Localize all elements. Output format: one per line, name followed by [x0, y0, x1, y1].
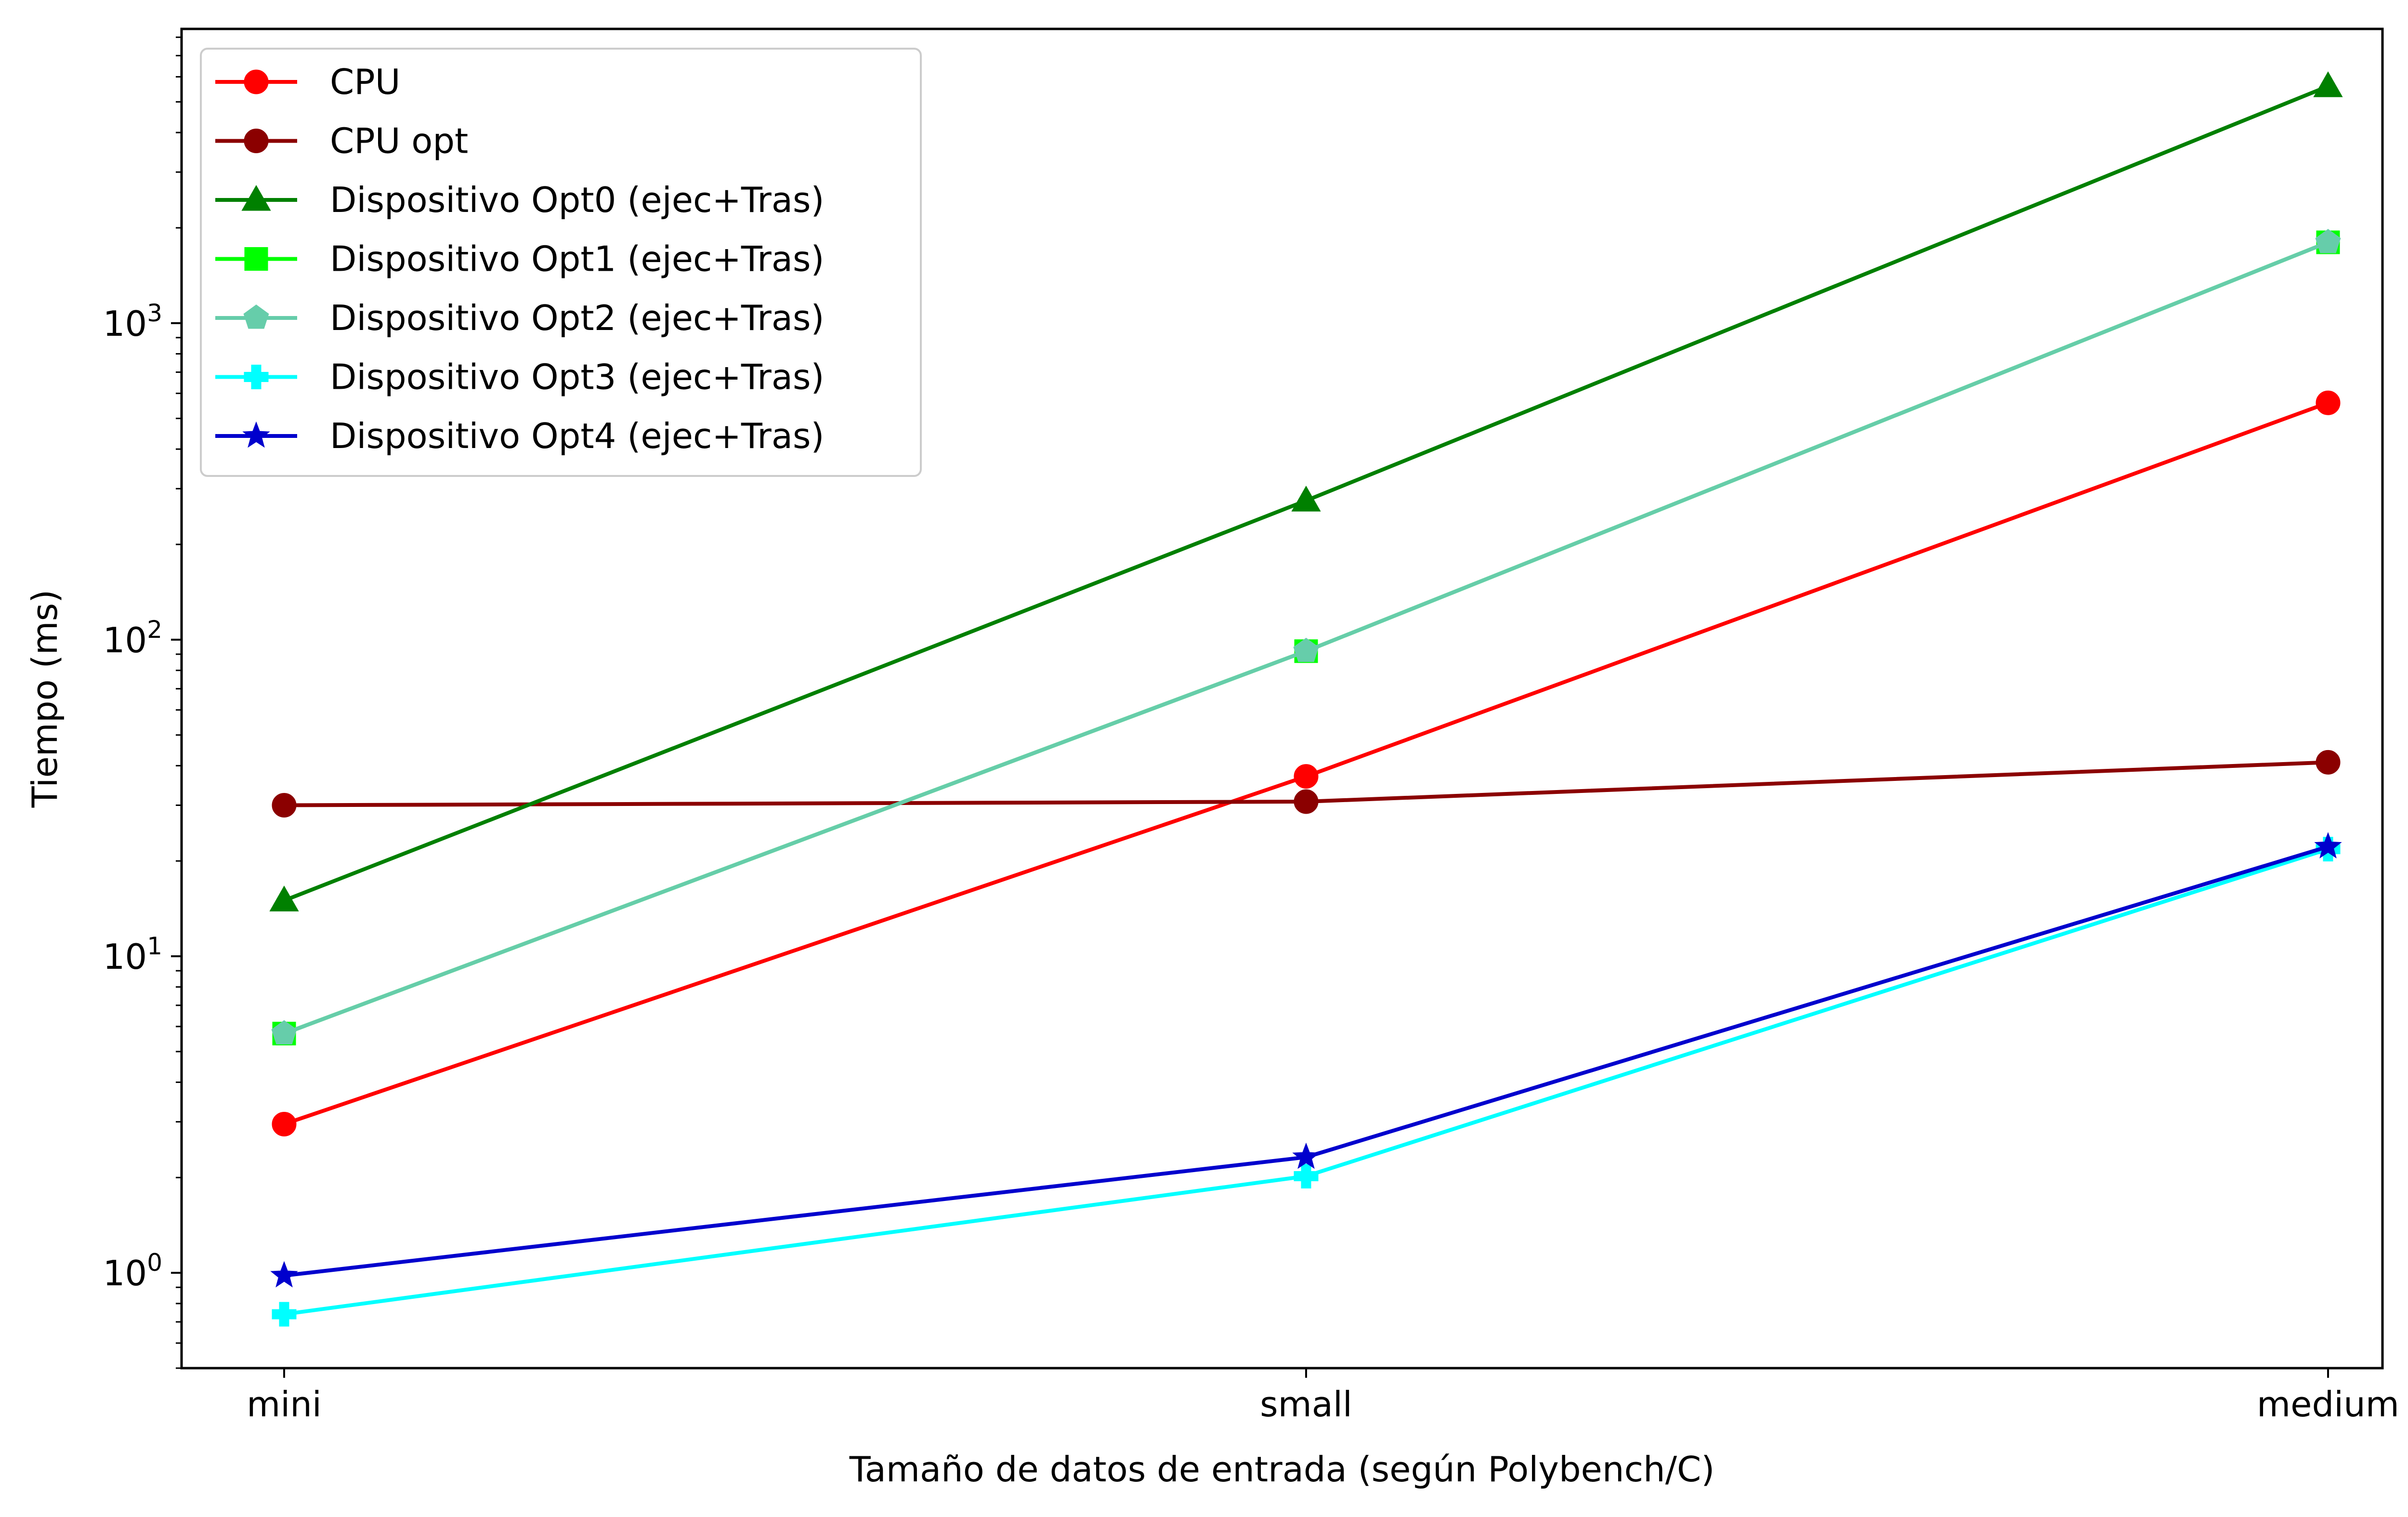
series-5: [271, 229, 2341, 1044]
x-tick-label: small: [1260, 1384, 1352, 1425]
plot-frame: [180, 27, 2384, 1370]
series-1: [272, 390, 2341, 1136]
legend-label: CPU: [330, 62, 400, 102]
legend-label: CPU opt: [330, 121, 468, 161]
y-tick-label: 102: [103, 616, 162, 660]
data-point-marker: [272, 1302, 297, 1327]
data-point-marker: [1294, 1164, 1319, 1188]
series-layer: [269, 71, 2343, 1327]
data-point-marker: [271, 1020, 297, 1044]
data-point-marker: [1294, 789, 1319, 814]
legend-entry: Dispositivo Opt2 (ejec+Tras): [215, 298, 824, 338]
legend-entry: Dispositivo Opt1 (ejec+Tras): [215, 239, 824, 279]
legend-entry: Dispositivo Opt4 (ejec+Tras): [215, 416, 824, 456]
series-7: [270, 832, 2342, 1288]
x-tick-label: mini: [247, 1384, 322, 1425]
legend-marker: [244, 129, 269, 153]
x-tick-label: medium: [2257, 1384, 2399, 1425]
series-2: [272, 750, 2341, 818]
legend-entry: CPU opt: [215, 121, 468, 161]
legend-entry: CPU: [215, 62, 400, 102]
data-point-marker: [269, 885, 299, 911]
legend-box: [200, 48, 922, 477]
data-point-marker: [2314, 832, 2342, 858]
data-point-marker: [272, 793, 297, 818]
y-tick-label: 101: [103, 932, 162, 977]
legend-marker: [242, 421, 270, 448]
legend-entry: Dispositivo Opt3 (ejec+Tras): [215, 357, 824, 397]
data-point-marker: [1293, 637, 1319, 662]
data-point-marker: [270, 1261, 298, 1288]
data-point-marker: [1292, 1142, 1320, 1169]
legend-marker: [241, 185, 271, 211]
x-axis-label: Tamaño de datos de entrada (según Polybe…: [849, 1449, 1715, 1490]
legend: CPU CPU opt Dispositivo Opt0 (ejec+Tras) Di…: [200, 48, 922, 477]
y-axis-label: Tiempo (ms): [25, 590, 65, 808]
legend-label: Dispositivo Opt3 (ejec+Tras): [330, 357, 824, 397]
legend-marker: [243, 304, 269, 329]
legend-marker: [244, 247, 268, 271]
data-point-marker: [1294, 764, 1319, 789]
legend-label: Dispositivo Opt0 (ejec+Tras): [330, 180, 824, 220]
data-point-marker: [2316, 750, 2341, 775]
y-tick-label: 100: [103, 1249, 162, 1293]
data-point-marker: [2315, 229, 2341, 253]
legend-label: Dispositivo Opt2 (ejec+Tras): [330, 298, 824, 338]
data-point-marker: [1291, 486, 1321, 512]
data-point-marker: [272, 1111, 297, 1136]
series-3: [269, 71, 2343, 911]
data-point-marker: [2313, 71, 2343, 97]
ticks-layer: mini small medium 100 101 102 103: [103, 36, 2399, 1425]
y-tick-label: 103: [103, 299, 162, 344]
legend-label: Dispositivo Opt4 (ejec+Tras): [330, 416, 824, 456]
legend-marker: [244, 69, 269, 94]
legend-entry: Dispositivo Opt0 (ejec+Tras): [215, 180, 824, 220]
legend-label: Dispositivo Opt1 (ejec+Tras): [330, 239, 824, 279]
data-point-marker: [2316, 390, 2341, 415]
legend-marker: [244, 365, 269, 389]
